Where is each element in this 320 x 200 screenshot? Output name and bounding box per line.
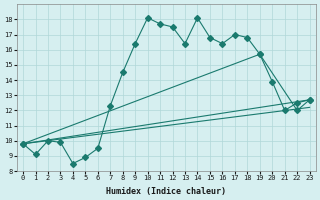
X-axis label: Humidex (Indice chaleur): Humidex (Indice chaleur) bbox=[106, 187, 226, 196]
